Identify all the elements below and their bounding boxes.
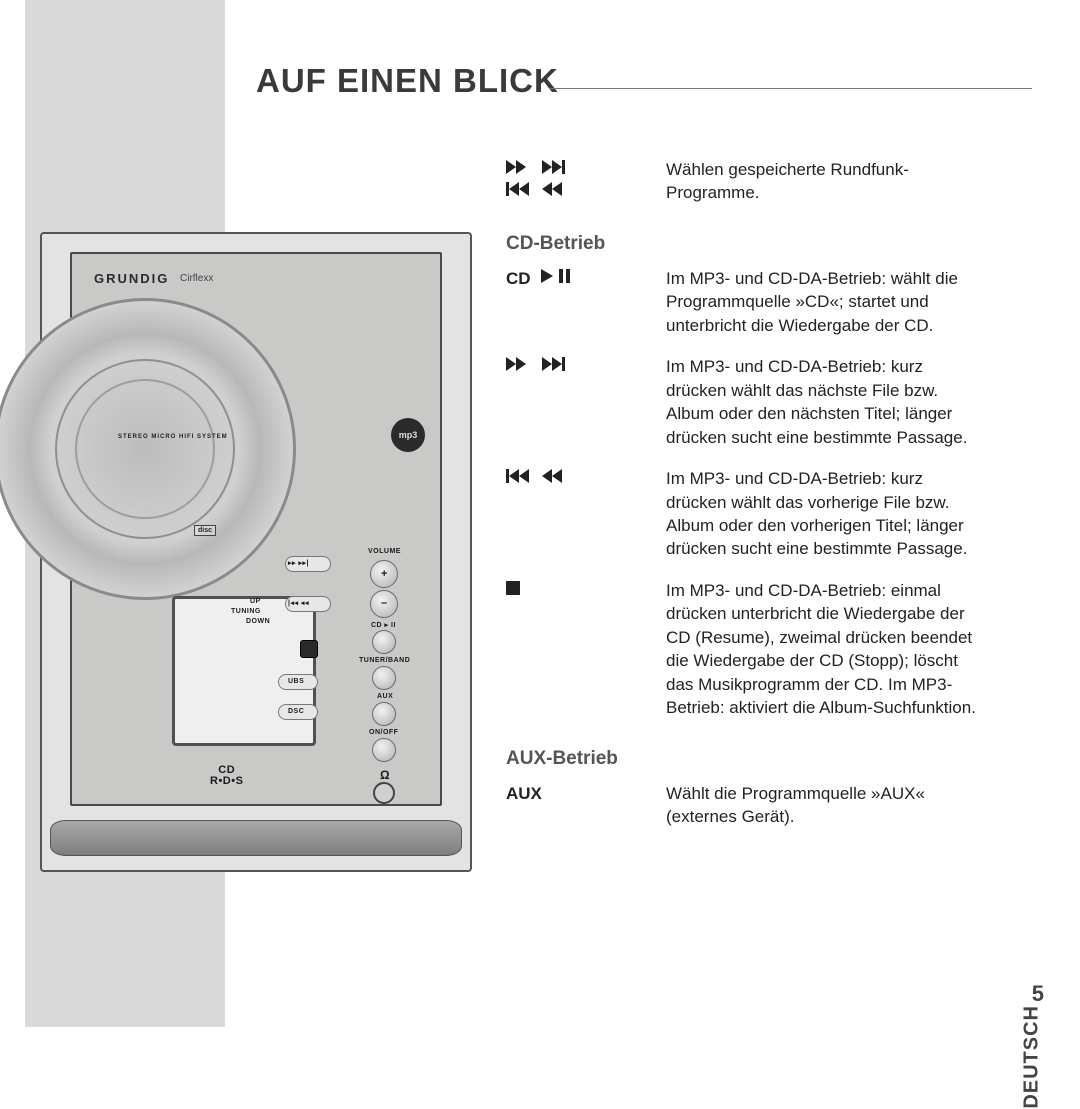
device-display	[172, 596, 316, 746]
row-symbol	[506, 158, 666, 205]
device-brand-sub: Cirflexx	[180, 273, 213, 284]
play-pause-icon	[541, 267, 571, 285]
section-heading: AUX-Betrieb	[506, 748, 986, 770]
headphone-icon: Ω	[380, 768, 390, 782]
content-row: CD Im MP3- und CD-DA-Betrieb: wählt die …	[506, 267, 986, 337]
volume-label: VOLUME	[368, 548, 401, 555]
tuning-label: TUNING	[231, 608, 261, 615]
device-pedestal	[50, 820, 462, 856]
cd-play-label: CD ▸ II	[371, 621, 396, 629]
page-number: 5	[1032, 981, 1044, 1007]
aux-button	[372, 702, 396, 726]
content-row: AUX Wählt die Programmquelle »AUX« (exte…	[506, 782, 986, 829]
row-symbol: AUX	[506, 782, 666, 829]
content-row: Im MP3- und CD-DA-Betrieb: kurz drücken …	[506, 355, 986, 449]
tuner-band-button	[372, 666, 396, 690]
page-title: AUF EINEN BLICK	[256, 62, 559, 100]
prev-rew-icon	[506, 467, 576, 485]
disc-logo-icon: disc	[194, 525, 216, 536]
language-side-label: DEUTSCH	[1021, 1005, 1044, 1109]
ubs-label: UBS	[288, 678, 304, 685]
tuner-band-label: TUNER/BAND	[359, 657, 410, 664]
controls-panel: ▸▸ ▸▸| UP |◂◂ ◂◂ TUNING DOWN UBS DSC VOL…	[172, 554, 428, 792]
onoff-label: ON/OFF	[369, 729, 398, 736]
content-row: Im MP3- und CD-DA-Betrieb: einmal drücke…	[506, 579, 986, 720]
content-row: Im MP3- und CD-DA-Betrieb: kurz drücken …	[506, 467, 986, 561]
content-column: Wählen gespeicherte Rundfunk-Programme. …	[506, 158, 986, 847]
cd-rds-icon: CDR•D•S	[210, 765, 243, 786]
onoff-button	[372, 738, 396, 762]
row-desc: Im MP3- und CD-DA-Betrieb: wählt die Pro…	[666, 267, 986, 337]
cd-play-button	[372, 630, 396, 654]
row-symbol	[506, 579, 666, 720]
tuning-up-label: UP	[250, 598, 261, 605]
ff-next-prev-rew-icon	[506, 158, 606, 196]
dsc-label: DSC	[288, 708, 304, 715]
row-symbol	[506, 355, 666, 449]
device-face: GRUNDIG Cirflexx STEREO MICRO HIFI SYSTE…	[70, 252, 442, 806]
ff-next-icon: ▸▸ ▸▸|	[288, 559, 309, 567]
row-desc: Wählt die Programmquelle »AUX« (externes…	[666, 782, 986, 829]
system-label: STEREO MICRO HIFI SYSTEM	[118, 434, 228, 440]
title-rule	[550, 88, 1032, 89]
device-brand: GRUNDIG	[94, 271, 169, 286]
device-illustration: GRUNDIG Cirflexx STEREO MICRO HIFI SYSTE…	[40, 232, 472, 872]
row-symbol: CD	[506, 267, 666, 337]
row-desc: Wählen gespeicherte Rundfunk-Programme.	[666, 158, 986, 205]
row-symbol	[506, 467, 666, 561]
mp3-badge-icon: mp3	[391, 418, 425, 452]
aux-label: AUX	[377, 693, 393, 700]
plus-icon: +	[381, 568, 388, 580]
tuning-down-label: DOWN	[246, 618, 270, 625]
row-desc: Im MP3- und CD-DA-Betrieb: kurz drücken …	[666, 355, 986, 449]
section-heading: CD-Betrieb	[506, 233, 986, 255]
ff-next-icon	[506, 355, 576, 373]
stop-button	[300, 640, 318, 658]
headphone-jack	[373, 782, 395, 804]
row-desc: Im MP3- und CD-DA-Betrieb: einmal drücke…	[666, 579, 986, 720]
stop-icon	[506, 579, 524, 597]
minus-icon: –	[381, 597, 388, 609]
page: AUF EINEN BLICK GRUNDIG Cirflexx STEREO …	[0, 0, 1080, 1027]
content-row: Wählen gespeicherte Rundfunk-Programme.	[506, 158, 986, 205]
prev-rew-icon: |◂◂ ◂◂	[288, 599, 309, 607]
row-desc: Im MP3- und CD-DA-Betrieb: kurz drücken …	[666, 467, 986, 561]
